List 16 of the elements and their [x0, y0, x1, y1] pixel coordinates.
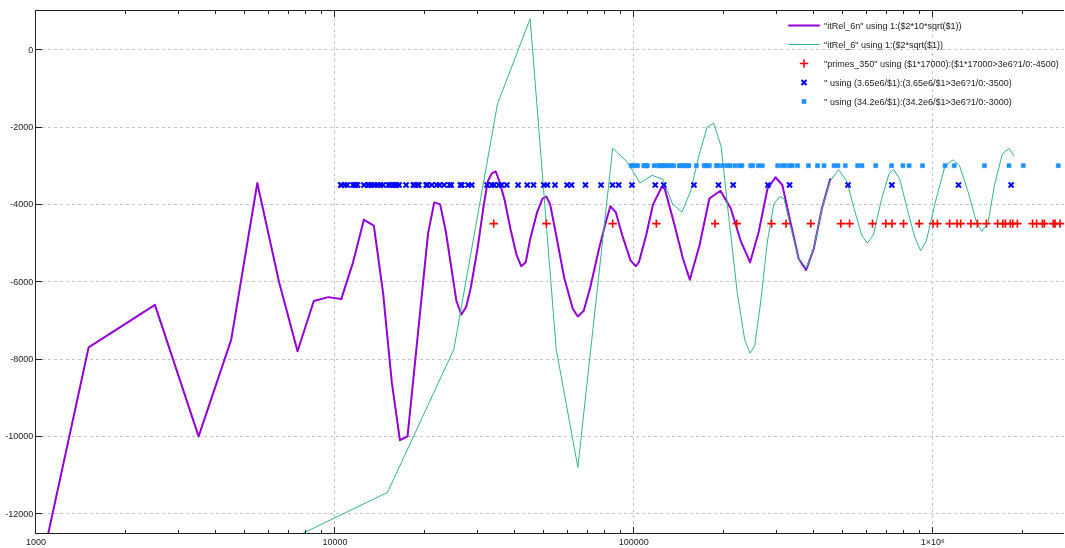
x-tick-label: 10000 — [322, 536, 348, 547]
y-tick-label: -4000 — [10, 199, 34, 210]
x-tick-label: 1×10⁶ — [920, 536, 945, 547]
y-tick-label: 0 — [28, 44, 34, 55]
x-tick-label: 1000 — [25, 536, 47, 547]
legend-label: "primes_350" using ($1*17000):($1*17000>3e6?1/0:-4500) — [824, 59, 1059, 70]
legend-label: "itRel_6n" using 1:($2*10*sqrt($1)) — [824, 21, 962, 32]
y-tick-label: -10000 — [5, 431, 34, 442]
y-tick-label: -6000 — [10, 276, 34, 287]
y-tick-label: -2000 — [10, 122, 34, 133]
x-tick-label: 100000 — [618, 536, 649, 547]
legend-label: '' using (3.65e6/$1):(3.65e6/$1>3e6?1/0:-3500) — [824, 78, 1012, 89]
legend-label: "itRel_6" using 1:($2*sqrt($1)) — [824, 40, 943, 51]
y-tick-label: -12000 — [5, 508, 34, 519]
legend-label: '' using (34.2e6/$1):(34.2e6/$1>3e6?1/0:-3000) — [824, 97, 1012, 108]
y-tick-label: -8000 — [10, 354, 34, 365]
